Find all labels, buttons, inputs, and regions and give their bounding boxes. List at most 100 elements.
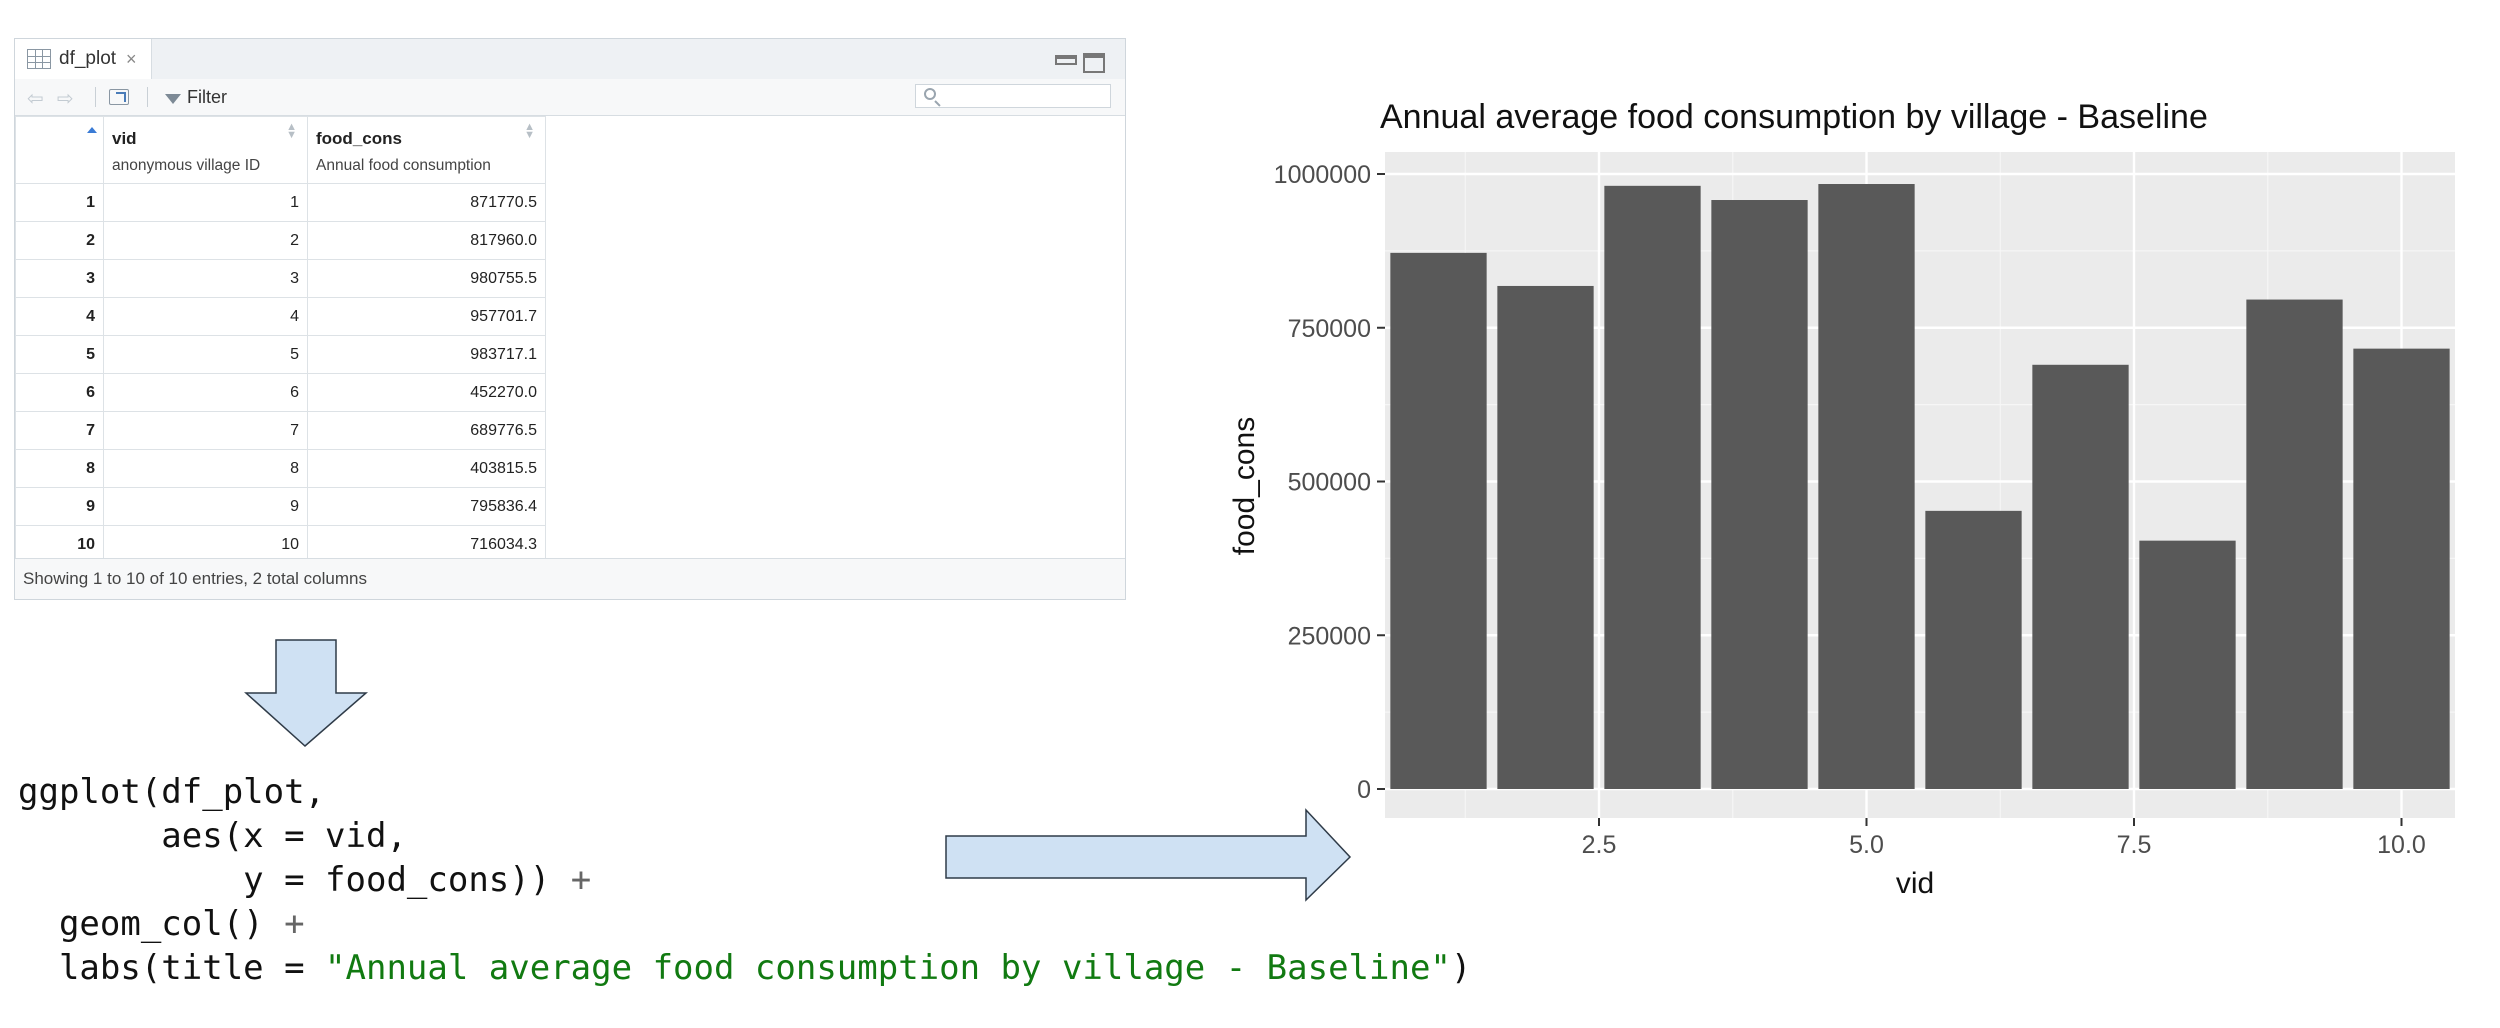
row-number: 4	[15, 297, 104, 336]
cell-vid: 10	[103, 525, 308, 564]
cell-food-cons: 795836.4	[307, 487, 546, 526]
popout-icon[interactable]	[109, 89, 129, 105]
cell-vid: 4	[103, 297, 308, 336]
column-name: vid	[112, 129, 137, 148]
x-tick-label: 5.0	[1849, 831, 1884, 859]
x-axis: 2.5 5.0 7.5 10.0	[1582, 818, 2426, 859]
x-tick-label: 10.0	[2377, 831, 2426, 859]
tab-df-plot[interactable]: df_plot ×	[15, 39, 152, 79]
bar-vid-1	[1390, 252, 1487, 789]
table-row: 2 2 817960.0	[15, 221, 546, 260]
column-name: food_cons	[316, 129, 402, 148]
bar-vid-4	[1711, 200, 1808, 790]
bars	[1390, 184, 2450, 790]
bar-vid-6	[1925, 510, 2022, 789]
chart-title: Annual average food consumption by villa…	[1380, 98, 2208, 136]
code-line: ggplot(df_plot,	[18, 772, 326, 812]
cell-food-cons: 403815.5	[307, 449, 546, 488]
filter-label: Filter	[187, 86, 227, 107]
code-string: "Annual average food consumption by vill…	[325, 948, 1451, 988]
data-table: vid anonymous village ID ▲ ▼ food_cons An…	[15, 116, 546, 564]
table-grid-icon	[27, 49, 51, 69]
cell-vid: 3	[103, 259, 308, 298]
row-number: 2	[15, 221, 104, 260]
sort-ascending-icon	[87, 127, 97, 133]
column-label: anonymous village ID	[112, 157, 261, 174]
funnel-icon	[165, 94, 181, 104]
row-number: 1	[15, 183, 104, 222]
table-row: 1 1 871770.5	[15, 183, 546, 222]
back-arrow-icon[interactable]: ⇦	[27, 88, 44, 110]
table-row: 4 4 957701.7	[15, 297, 546, 336]
cell-food-cons: 980755.5	[307, 259, 546, 298]
toolbar-divider	[147, 87, 148, 107]
bar-vid-2	[1497, 285, 1594, 789]
y-tick-label: 750000	[1288, 315, 1371, 343]
bar-vid-5	[1818, 184, 1915, 789]
bar-vid-10	[2353, 348, 2450, 789]
tab-label: df_plot	[59, 48, 117, 69]
code-line: labs(title =	[18, 948, 326, 988]
x-axis-label: vid	[1896, 867, 1934, 900]
row-number-header[interactable]	[15, 116, 104, 184]
forward-arrow-icon[interactable]: ⇨	[57, 88, 74, 110]
x-tick-label: 2.5	[1582, 831, 1617, 859]
row-number: 7	[15, 411, 104, 450]
close-icon[interactable]: ×	[126, 48, 137, 69]
right-arrow	[945, 808, 1352, 902]
column-label: Annual food consumption	[316, 157, 491, 174]
code-line: y = food_cons))	[18, 860, 571, 900]
code-operator: +	[570, 860, 592, 900]
sort-icon: ▲ ▼	[524, 121, 535, 141]
bar-vid-9	[2246, 299, 2343, 789]
toolbar-divider	[95, 87, 96, 107]
y-tick-label: 0	[1357, 776, 1371, 804]
filter-button[interactable]: Filter	[165, 85, 227, 109]
viewer-toolbar: ⇦ ⇨ Filter	[15, 79, 1125, 116]
cell-food-cons: 452270.0	[307, 373, 546, 412]
bar-vid-3	[1604, 185, 1701, 789]
y-tick-label: 250000	[1288, 622, 1371, 650]
column-header-vid[interactable]: vid anonymous village ID ▲ ▼	[103, 116, 308, 184]
code-line: )	[1450, 948, 1472, 988]
data-viewer-panel: df_plot × ⇦ ⇨ Filter vid anonymo	[14, 38, 1126, 600]
search-input[interactable]	[915, 84, 1111, 108]
table-header-row: vid anonymous village ID ▲ ▼ food_cons An…	[15, 116, 546, 184]
minimize-icon[interactable]	[1055, 55, 1077, 65]
x-tick-label: 7.5	[2117, 831, 2152, 859]
cell-food-cons: 957701.7	[307, 297, 546, 336]
code-operator: +	[284, 904, 305, 944]
table-row: 3 3 980755.5	[15, 259, 546, 298]
table-row: 8 8 403815.5	[15, 449, 546, 488]
viewer-footer-status: Showing 1 to 10 of 10 entries, 2 total c…	[15, 558, 1125, 599]
table-row: 9 9 795836.4	[15, 487, 546, 526]
y-tick-label: 1000000	[1274, 161, 1371, 189]
column-header-food-cons[interactable]: food_cons Annual food consumption ▲ ▼	[307, 116, 546, 184]
y-axis-label: food_cons	[1228, 417, 1261, 555]
bar-vid-8	[2139, 540, 2236, 789]
row-number: 9	[15, 487, 104, 526]
cell-vid: 9	[103, 487, 308, 526]
table-row: 7 7 689776.5	[15, 411, 546, 450]
down-arrow	[244, 639, 369, 748]
code-line: geom_col()	[18, 904, 285, 944]
table-row: 10 10 716034.3	[15, 525, 546, 564]
table-row: 6 6 452270.0	[15, 373, 546, 412]
y-axis: 0 250000 500000 750000 1000000	[1274, 161, 1385, 804]
search-icon	[924, 88, 936, 100]
cell-vid: 2	[103, 221, 308, 260]
cell-food-cons: 817960.0	[307, 221, 546, 260]
ggplot-code-block: ggplot(df_plot, aes(x = vid, y = food_co…	[18, 770, 1471, 990]
sort-icon: ▲ ▼	[286, 121, 297, 141]
y-tick-label: 500000	[1288, 469, 1371, 497]
row-number: 5	[15, 335, 104, 374]
maximize-icon[interactable]	[1083, 53, 1105, 73]
cell-vid: 1	[103, 183, 308, 222]
cell-food-cons: 871770.5	[307, 183, 546, 222]
row-number: 8	[15, 449, 104, 488]
code-line: aes(x = vid,	[18, 816, 407, 856]
cell-vid: 6	[103, 373, 308, 412]
row-number: 10	[15, 525, 104, 564]
cell-food-cons: 716034.3	[307, 525, 546, 564]
